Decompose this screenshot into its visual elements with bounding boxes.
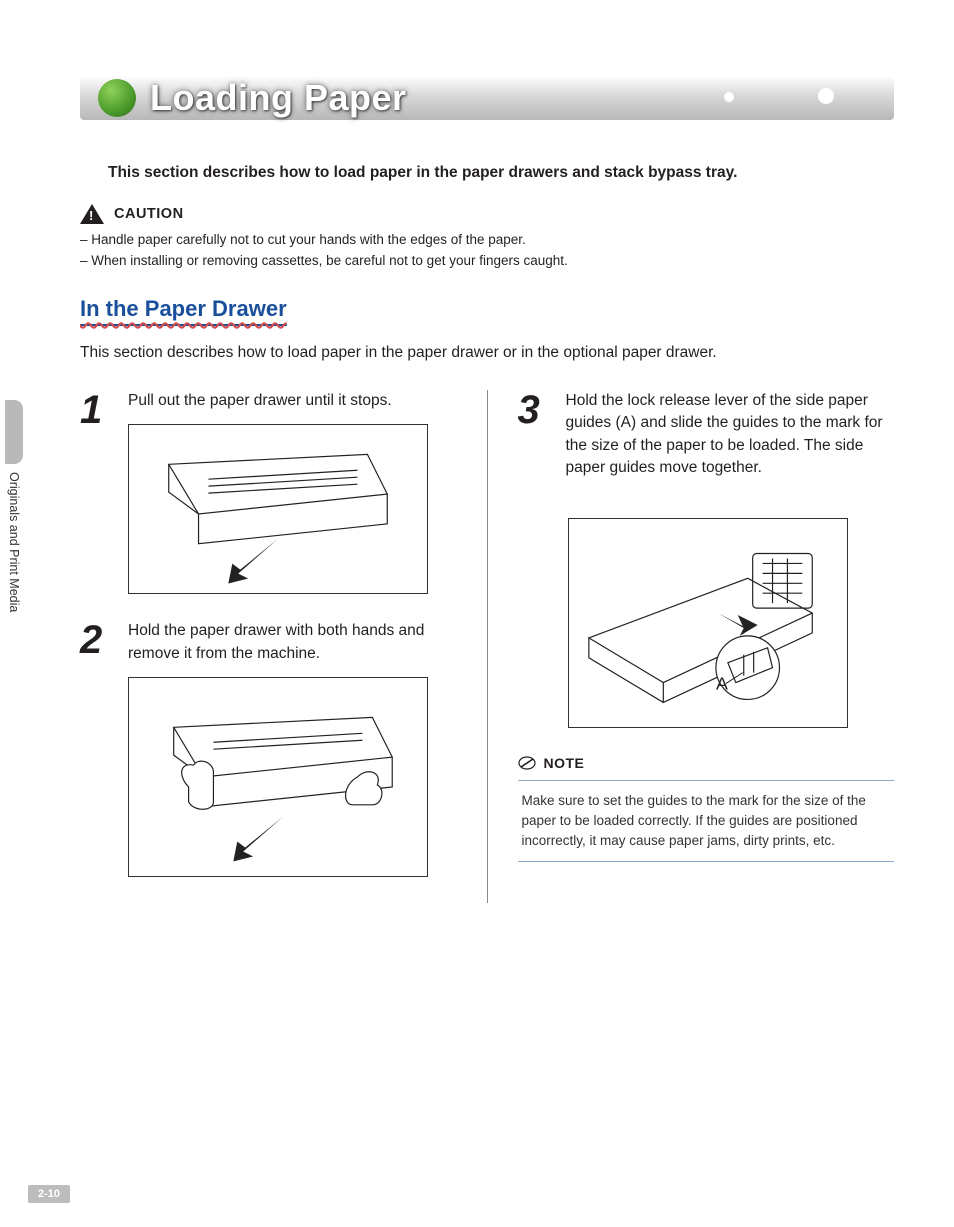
step-3: 3 Hold the lock release lever of the sid… [518,390,895,492]
caution-heading: CAUTION [80,204,894,224]
caution-triangle-icon [80,204,104,224]
step-text: Hold the lock release lever of the side … [566,390,895,480]
intro-text: This section describes how to load paper… [108,164,894,182]
page-title: Loading Paper [150,77,407,119]
step-1: 1 Pull out the paper drawer until it sto… [80,390,457,594]
step-number: 2 [80,620,110,877]
note-text: Make sure to set the guides to the mark … [518,780,895,863]
chapter-side-tab: Originals and Print Media [0,400,28,612]
caution-label: CAUTION [114,206,184,222]
decor-dot-small [724,92,734,102]
step-2: 2 Hold the paper drawer with both hands … [80,620,457,877]
caution-item: Handle paper carefully not to cut your h… [80,230,894,251]
title-bullet-icon [98,79,136,117]
note-block: NOTE Make sure to set the guides to the … [518,754,895,863]
step-text: Hold the paper drawer with both hands an… [128,620,457,665]
section-description: This section describes how to load paper… [80,344,894,362]
illustration-side-guides: A [568,518,848,728]
step-number: 1 [80,390,110,594]
note-label: NOTE [544,755,585,771]
caution-item: When installing or removing cassettes, b… [80,251,894,272]
page-number: 2-10 [28,1185,70,1203]
title-banner: Loading Paper [80,70,894,126]
steps-columns: 1 Pull out the paper drawer until it sto… [80,390,894,903]
side-tab-marker [5,400,23,464]
left-column: 1 Pull out the paper drawer until it sto… [80,390,488,903]
right-column: 3 Hold the lock release lever of the sid… [488,390,895,903]
step-text: Pull out the paper drawer until it stops… [128,390,457,412]
note-pencil-icon [518,754,536,772]
decor-dot-large [818,88,834,104]
illustration-drawer-remove [128,677,428,877]
section-heading: In the Paper Drawer [80,296,287,326]
caution-list: Handle paper carefully not to cut your h… [80,230,894,272]
side-tab-label: Originals and Print Media [7,466,21,612]
illustration-drawer-pull [128,424,428,594]
step-number: 3 [518,390,548,492]
